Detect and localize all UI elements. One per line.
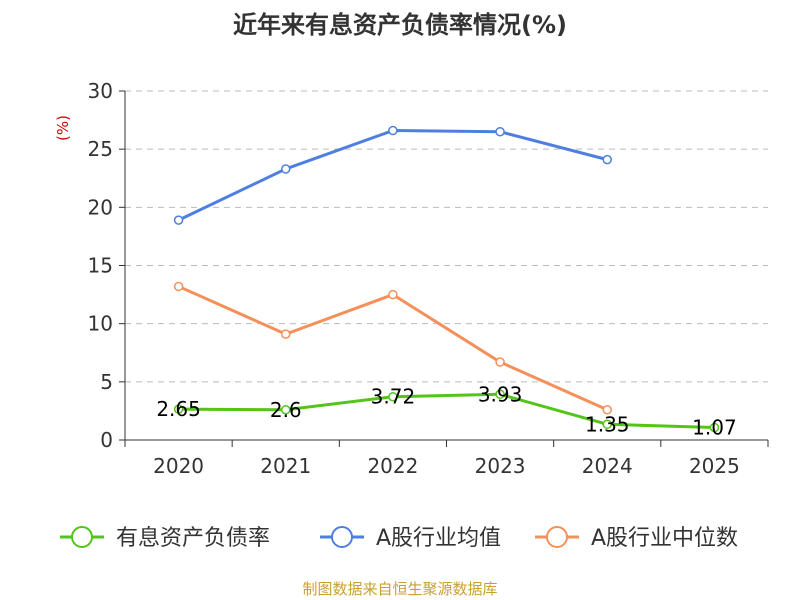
x-tick-label: 2022 — [367, 454, 418, 478]
chart-title: 近年来有息资产负债率情况(%) — [233, 11, 567, 39]
series-line-0 — [178, 392, 715, 430]
data-point[interactable] — [173, 215, 184, 225]
data-point[interactable] — [602, 405, 612, 415]
series-line-1 — [177, 129, 608, 222]
legend-marker-icon — [71, 526, 93, 548]
x-tick-label: 2024 — [582, 454, 633, 478]
legend-marker-icon — [331, 526, 353, 548]
data-point[interactable] — [173, 281, 184, 292]
legend-item-2[interactable]: A股行业中位数 — [535, 526, 738, 551]
legend-marker-icon — [546, 526, 568, 548]
data-point[interactable] — [281, 405, 291, 415]
y-tick-label: 20 — [88, 195, 113, 219]
y-axis-unit: (%) — [54, 115, 72, 141]
y-tick-label: 30 — [88, 79, 113, 103]
legend-label: A股行业中位数 — [591, 526, 738, 551]
legend[interactable]: 有息资产负债率 A股行业均值 A股行业中位数 — [60, 526, 738, 551]
data-point[interactable] — [388, 289, 398, 300]
x-tick-label: 2020 — [153, 454, 204, 478]
legend-item-1[interactable]: A股行业均值 — [320, 526, 501, 551]
data-point[interactable] — [281, 329, 291, 339]
y-tick-label: 25 — [88, 137, 113, 161]
data-label: 2.6 — [270, 398, 302, 422]
data-point[interactable] — [495, 126, 505, 137]
y-tick-label: 5 — [100, 370, 113, 394]
data-point[interactable] — [281, 164, 291, 174]
grid — [125, 90, 768, 383]
data-point[interactable] — [173, 404, 184, 414]
data-labels: 2.65 2.6 3.72 3.93 1.35 1.07 — [156, 382, 736, 439]
data-label: 3.93 — [478, 382, 523, 406]
data-label: 1.35 — [585, 412, 630, 436]
legend-label: A股行业均值 — [376, 526, 501, 551]
data-point[interactable] — [388, 125, 398, 136]
data-point[interactable] — [388, 391, 398, 402]
y-tick-label: 10 — [88, 312, 113, 336]
data-point[interactable] — [602, 154, 612, 165]
data-point[interactable] — [495, 389, 505, 400]
data-point[interactable] — [709, 422, 720, 433]
data-label: 2.65 — [156, 397, 201, 421]
x-tick-label: 2021 — [260, 454, 311, 478]
data-label: 3.72 — [371, 385, 416, 409]
legend-label: 有息资产负债率 — [116, 526, 270, 551]
series — [173, 125, 720, 433]
y-tick-label: 0 — [100, 428, 113, 452]
x-tick-label: 2023 — [475, 454, 526, 478]
legend-item-0[interactable]: 有息资产负债率 — [60, 526, 270, 551]
data-point[interactable] — [602, 419, 612, 430]
y-tick-label: 15 — [88, 254, 113, 278]
data-point[interactable] — [495, 357, 505, 367]
x-tick-label: 2025 — [689, 454, 740, 478]
data-label: 1.07 — [692, 416, 737, 440]
source-note: 制图数据来自恒生聚源数据库 — [302, 580, 497, 598]
